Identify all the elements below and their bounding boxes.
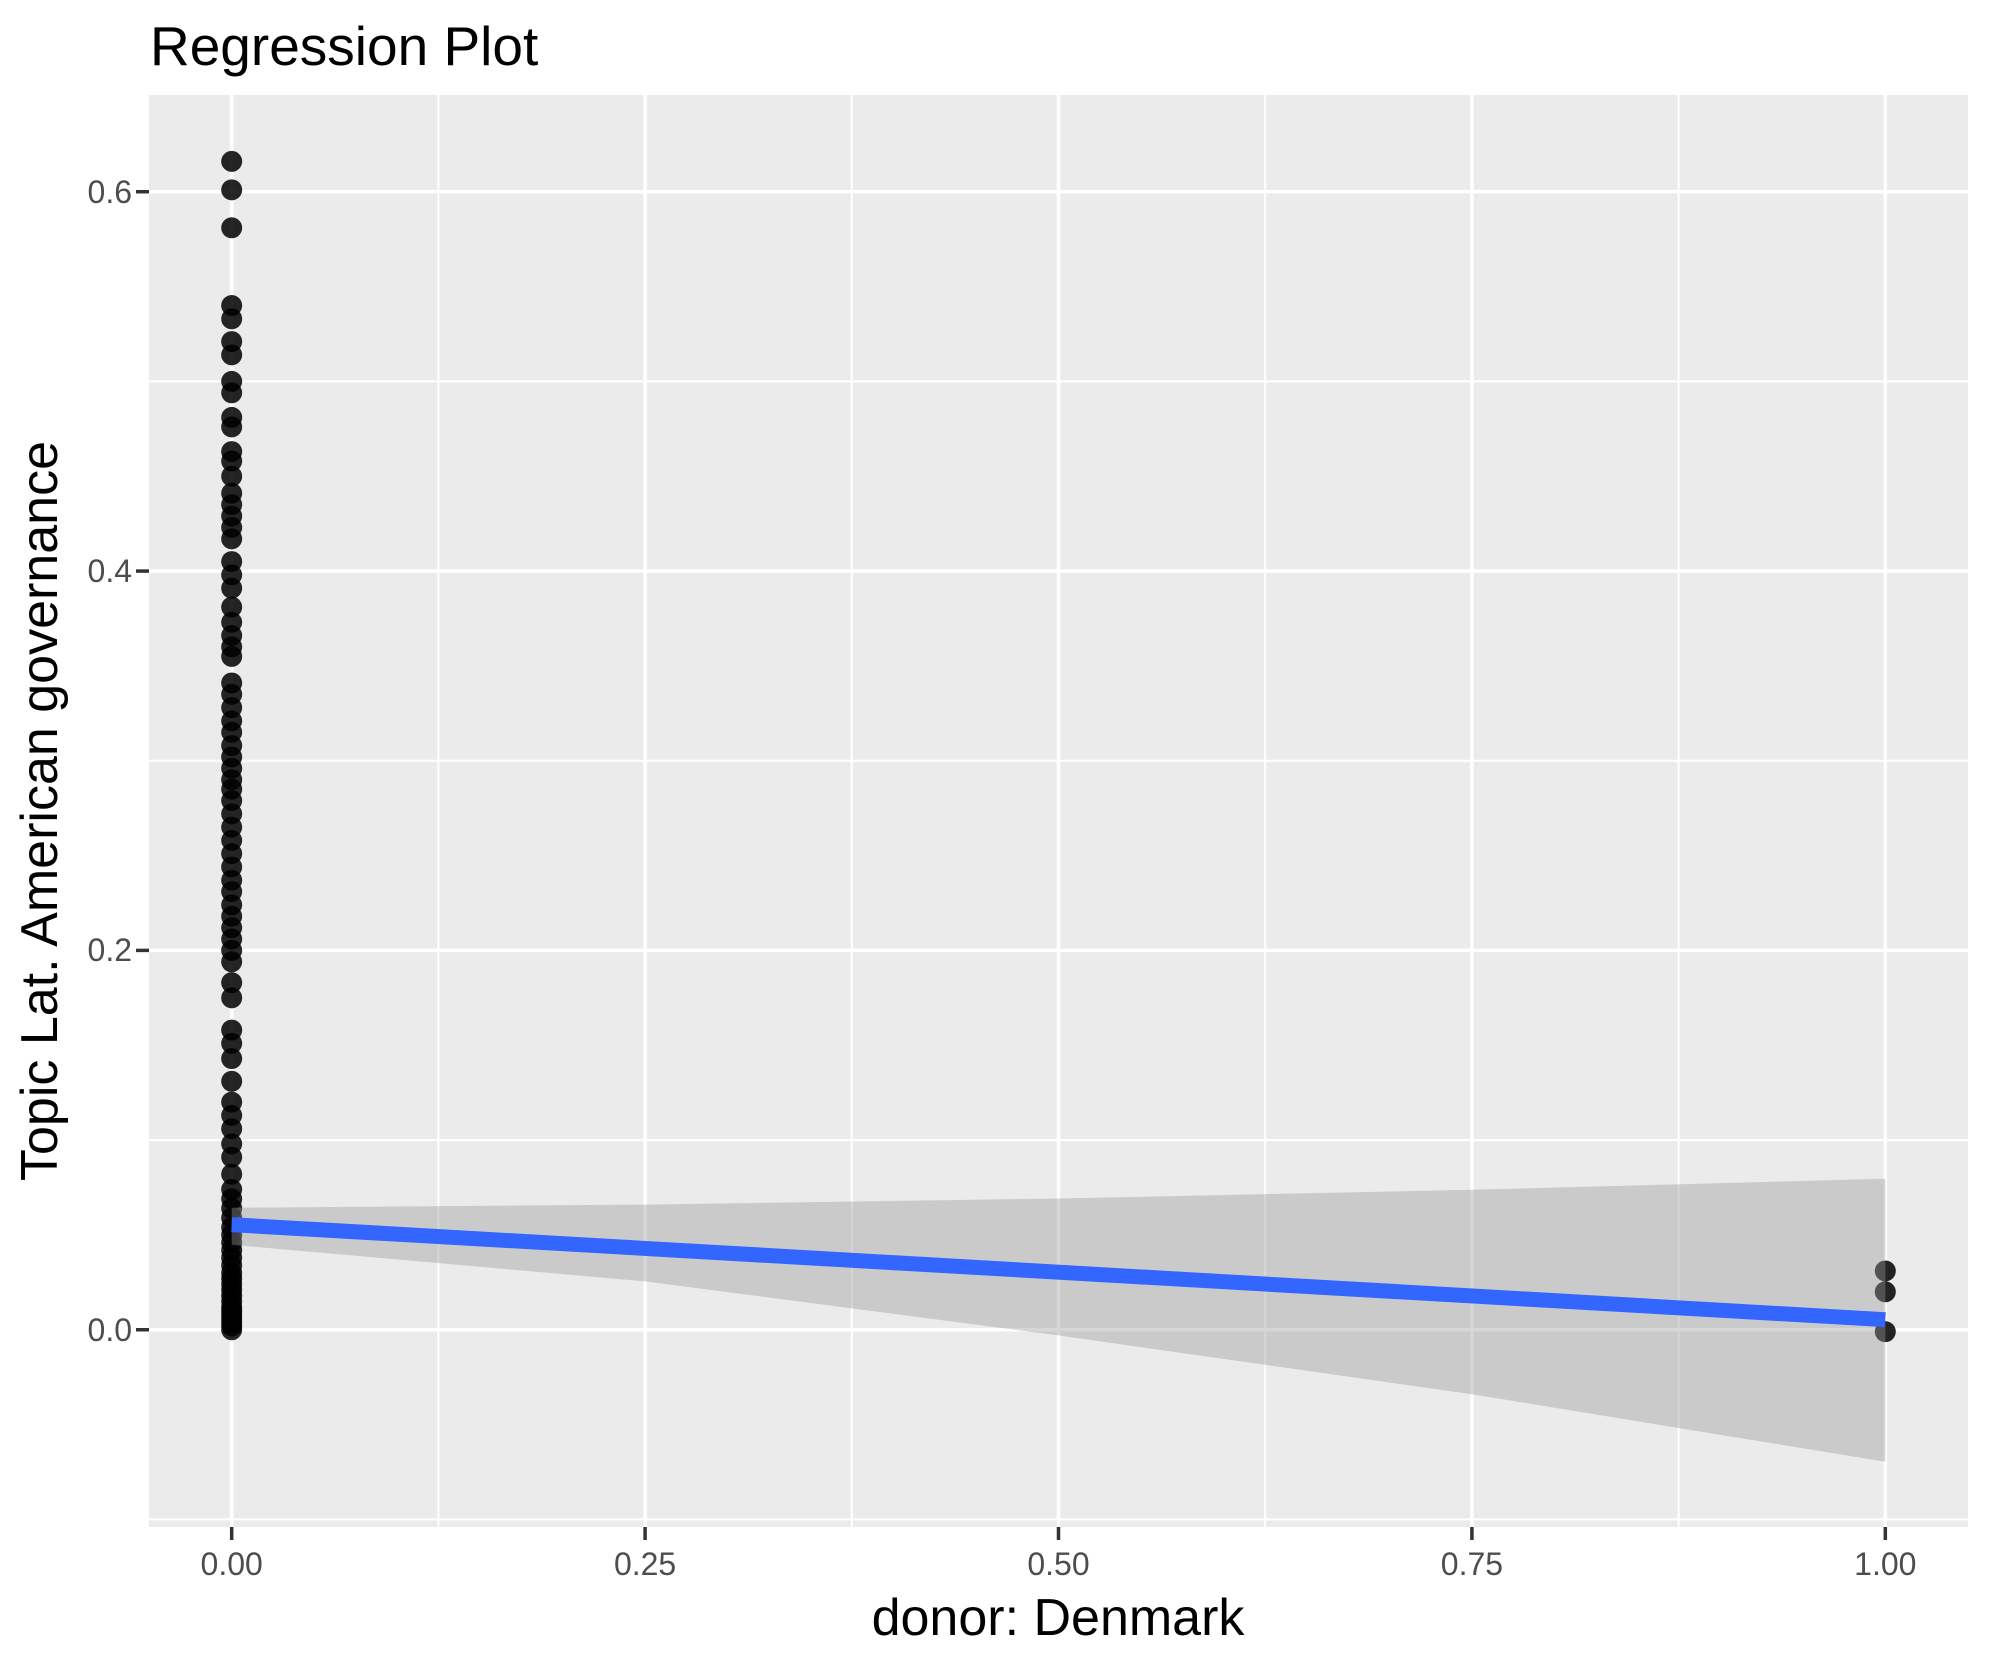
data-point (221, 1146, 243, 1168)
data-point (221, 596, 243, 618)
data-point (221, 645, 243, 667)
data-point (221, 217, 243, 239)
x-tick-label: 0.00 (200, 1546, 263, 1582)
y-tick-label: 0.0 (87, 1311, 132, 1348)
y-tick-label: 0.4 (87, 553, 132, 590)
data-point (221, 1048, 243, 1070)
x-tick-label: 0.25 (613, 1546, 677, 1582)
data-point (221, 577, 243, 599)
data-point (221, 1032, 243, 1054)
x-tick-label: 0.50 (1027, 1546, 1090, 1582)
data-point (221, 951, 243, 973)
data-point (221, 150, 243, 172)
x-axis-title-text: donor: Denmark (871, 1589, 1245, 1647)
data-point (221, 1319, 243, 1341)
data-point (221, 450, 243, 472)
x-axis-title: donor: Denmark (0, 1588, 1990, 1648)
major-gridlines (149, 95, 1968, 1527)
data-point (221, 1118, 243, 1140)
y-tick-label: 0.2 (87, 932, 132, 969)
data-point (221, 382, 243, 404)
data-point (221, 465, 243, 487)
regression-line (231, 1217, 1886, 1328)
data-point (221, 528, 243, 550)
data-point (1874, 1281, 1896, 1303)
data-point (221, 987, 243, 1009)
chart-title: Regression Plot (150, 15, 539, 77)
y-tick-label: 0.6 (87, 173, 132, 210)
data-point (221, 416, 243, 438)
data-point (221, 344, 243, 366)
data-point (221, 308, 243, 330)
data-point (221, 1070, 243, 1092)
x-tick-label: 1.00 (1854, 1546, 1917, 1582)
data-point (221, 972, 243, 994)
data-point (221, 179, 243, 201)
axis-tick-marks (136, 189, 1888, 1540)
data-point (221, 1163, 243, 1185)
x-tick-label: 0.75 (1440, 1546, 1504, 1582)
scatter-points (221, 150, 1896, 1343)
data-point (1874, 1260, 1896, 1282)
